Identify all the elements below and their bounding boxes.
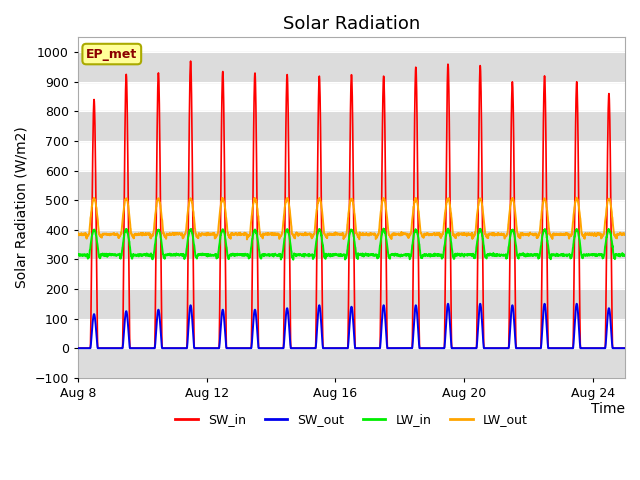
LW_in <box>289 257 297 263</box>
SW_in <box>185 163 193 169</box>
LW_in <box>185 231 193 237</box>
Legend: SW_in, SW_out, LW_in, LW_out: SW_in, SW_out, LW_in, LW_out <box>170 408 532 431</box>
LW_out <box>117 231 125 237</box>
LW_out <box>74 231 82 237</box>
SW_in <box>239 345 246 351</box>
Bar <box>78 111 625 141</box>
LW_in <box>375 253 383 259</box>
LW_in <box>621 252 629 258</box>
SW_out <box>185 318 193 324</box>
SW_out <box>192 345 200 351</box>
Text: EP_met: EP_met <box>86 48 138 60</box>
SW_out <box>505 343 513 349</box>
SW_in <box>621 345 629 351</box>
Bar <box>78 289 625 319</box>
LW_out <box>243 237 251 242</box>
SW_out <box>239 345 246 351</box>
SW_in <box>506 318 513 324</box>
LW_in <box>444 226 452 231</box>
Title: Solar Radiation: Solar Radiation <box>283 15 420 33</box>
Line: LW_in: LW_in <box>78 228 625 260</box>
LW_out <box>506 213 513 218</box>
LW_out <box>239 232 246 238</box>
SW_in <box>74 345 82 351</box>
SW_out <box>74 345 82 351</box>
Y-axis label: Solar Radiation (W/m2): Solar Radiation (W/m2) <box>15 127 29 288</box>
SW_in <box>375 345 383 351</box>
LW_out <box>192 231 200 237</box>
LW_out <box>375 230 383 236</box>
Bar <box>78 348 625 378</box>
SW_in <box>187 58 195 64</box>
SW_out <box>621 345 629 351</box>
SW_out <box>375 345 383 351</box>
LW_in <box>117 255 125 261</box>
LW_in <box>192 254 200 260</box>
LW_out <box>621 231 629 237</box>
SW_in <box>117 345 125 351</box>
Line: LW_out: LW_out <box>78 198 625 240</box>
Line: SW_in: SW_in <box>78 61 625 348</box>
LW_out <box>185 202 193 207</box>
Bar <box>78 52 625 82</box>
LW_in <box>239 252 246 257</box>
LW_in <box>506 239 513 244</box>
LW_out <box>573 195 580 201</box>
LW_in <box>74 252 82 257</box>
SW_out <box>117 345 125 351</box>
Line: SW_out: SW_out <box>78 304 625 348</box>
SW_in <box>193 345 200 351</box>
Bar <box>78 230 625 259</box>
Text: Time: Time <box>591 402 625 416</box>
Bar <box>78 170 625 200</box>
SW_out <box>573 301 580 307</box>
